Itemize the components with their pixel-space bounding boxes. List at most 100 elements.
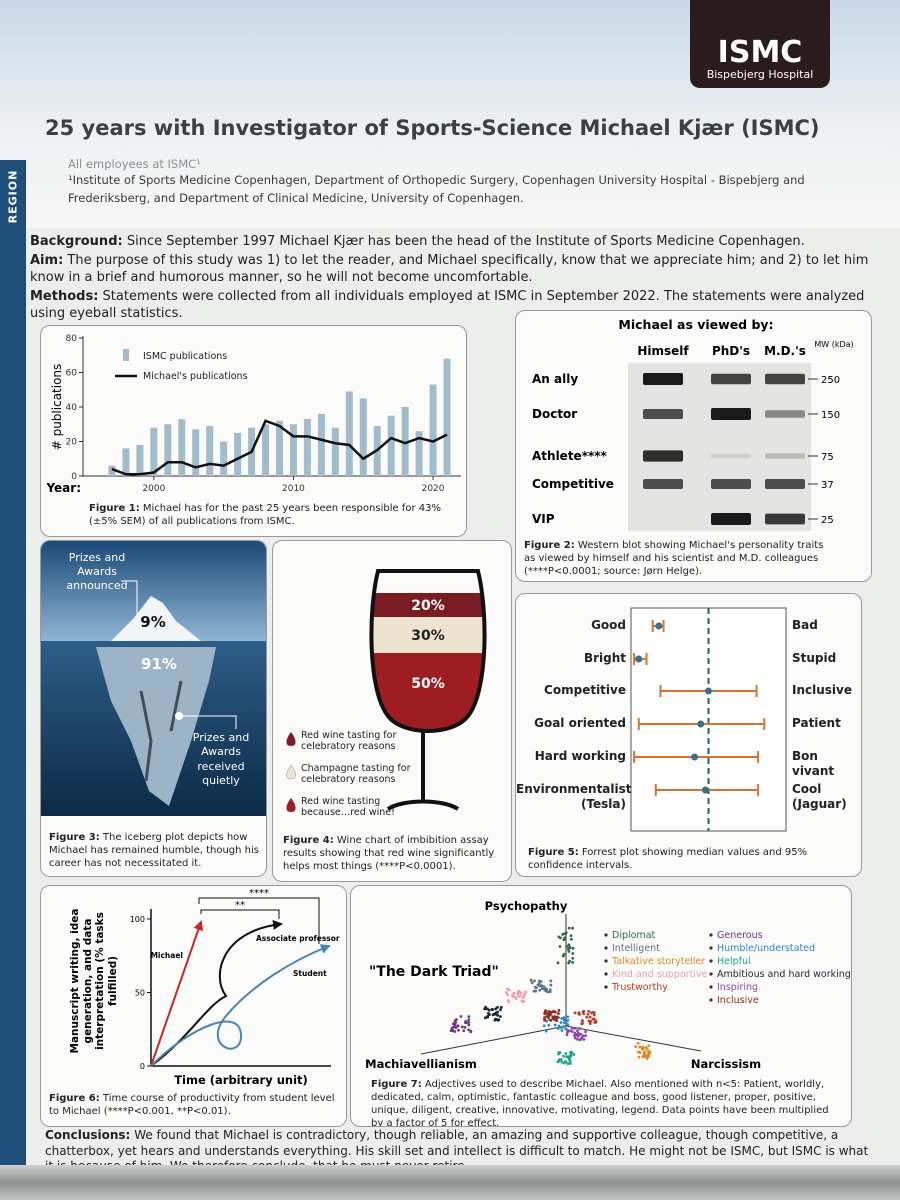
x-tick-label: 2000 — [142, 484, 165, 494]
bar — [317, 413, 325, 476]
scatter-dot — [560, 1017, 564, 1020]
scatter-dot — [534, 989, 538, 993]
legend-label: Michael's publications — [143, 371, 248, 382]
scatter-dot — [543, 1016, 546, 1020]
label: Methods: — [30, 288, 99, 304]
legend-bullet — [709, 933, 713, 937]
logo-subtitle: Bispebjerg Hospital — [706, 68, 814, 81]
scatter-dot — [580, 1036, 584, 1040]
scatter-dot — [576, 1031, 580, 1035]
bar — [331, 427, 339, 476]
median — [635, 655, 643, 663]
scatter-dot — [548, 988, 552, 992]
bar — [276, 420, 283, 476]
figure-5: Figure 5: Forrest plot showing median va… — [515, 593, 862, 877]
x-axis-label: Year: — [45, 481, 81, 495]
scatter-dot — [467, 1020, 471, 1024]
scatter-dot — [557, 1012, 560, 1015]
bracket — [200, 909, 280, 919]
bottom-rod — [0, 1165, 900, 1200]
bar — [387, 415, 395, 476]
text: Statements were collected from all indiv… — [30, 288, 865, 322]
iceberg-base — [96, 647, 216, 806]
scatter-dot — [562, 1021, 566, 1025]
scatter-dot — [549, 983, 553, 987]
bar — [359, 398, 367, 476]
scatter-dot — [506, 993, 509, 997]
bar — [220, 441, 228, 476]
right-label: Cool (Jaguar) — [792, 782, 847, 811]
scatter-dot — [560, 1029, 564, 1032]
y-tick-label: 0 — [71, 472, 77, 482]
methods: Methods: Statements were collected from … — [30, 288, 875, 323]
scatter-dot — [648, 1050, 652, 1054]
band — [711, 408, 751, 420]
text: Since September 1997 Michael Kjær has be… — [126, 234, 805, 249]
figure-3-iceberg: 9% 91% — [41, 541, 266, 816]
scatter-dot — [567, 950, 571, 953]
bar — [429, 384, 437, 476]
legend-label: Inspiring — [717, 982, 758, 993]
scatter-dot — [636, 1041, 640, 1045]
scatter-dot — [580, 1019, 584, 1023]
y-tick-label: 50 — [135, 989, 145, 998]
scatter-dot — [493, 1018, 497, 1022]
scatter-dot — [529, 978, 533, 982]
scatter-dot — [587, 1019, 591, 1023]
caption-text: The iceberg plot depicts how Michael has… — [49, 832, 259, 869]
scatter-dot — [565, 1022, 569, 1026]
blot-title: Michael as viewed by: — [618, 317, 773, 332]
scatter-dot — [511, 993, 515, 996]
scatter-dot — [460, 1025, 464, 1029]
caption: Figure 7: Adjectives used to describe Mi… — [371, 1078, 841, 1126]
scatter-dot — [565, 1033, 569, 1037]
scatter-dot — [544, 1029, 548, 1033]
scatter-dot — [566, 1019, 570, 1022]
scatter-dot — [637, 1055, 641, 1059]
scatter-dot — [584, 1030, 587, 1034]
scatter-dot — [592, 1011, 596, 1015]
axis-label: Psychopathy — [485, 899, 568, 913]
scatter-dot — [563, 1017, 567, 1021]
scatter-dot — [567, 943, 571, 947]
leader — [181, 715, 237, 729]
legend-label: Inclusive — [717, 995, 759, 1006]
bar — [345, 391, 353, 476]
y-tick-label: 60 — [66, 369, 78, 379]
median — [655, 622, 663, 630]
stem — [386, 731, 460, 811]
band — [765, 513, 805, 525]
scatter-dot — [646, 1049, 650, 1052]
caption: Figure 1: Michael has for the past 25 ye… — [89, 502, 449, 528]
scatter-dot — [530, 981, 534, 985]
bar — [150, 427, 158, 476]
scatter-dot — [499, 1005, 503, 1009]
scatter-dot — [569, 1050, 573, 1054]
figure-4-wine: 20% 30% 50% — [286, 569, 487, 813]
scatter-dot — [642, 1051, 646, 1055]
logo: ISMC Bispebjerg Hospital — [690, 0, 830, 88]
scatter-dot — [645, 1057, 649, 1060]
scatter-dot — [573, 1034, 577, 1037]
y-tick-label: 20 — [66, 438, 78, 448]
row-label: Competitive — [532, 477, 614, 491]
x-tick-label: 2010 — [282, 484, 305, 494]
scatter-dot — [647, 1054, 651, 1058]
caption-text: Wine chart of imbibition assay results s… — [283, 835, 495, 872]
band — [711, 453, 751, 459]
crack — [139, 680, 183, 782]
legend-bullet — [604, 972, 608, 976]
scatter-dot — [506, 987, 509, 991]
legend-bullet — [709, 985, 713, 989]
band — [765, 453, 805, 459]
column-label: Himself — [637, 344, 689, 358]
scatter-dot — [504, 991, 508, 994]
scatter-dot — [548, 1014, 551, 1017]
figure-6: 0 50 100 Time (arbitrary unit) Manuscript wr… — [40, 885, 347, 1127]
scatter-dot — [547, 1023, 551, 1027]
legend-bullet — [709, 998, 713, 1002]
median — [691, 753, 699, 761]
legend-label: Kind and supportive — [612, 969, 708, 980]
scatter-dot — [563, 1061, 566, 1065]
curve-label: Associate professor — [256, 934, 340, 943]
